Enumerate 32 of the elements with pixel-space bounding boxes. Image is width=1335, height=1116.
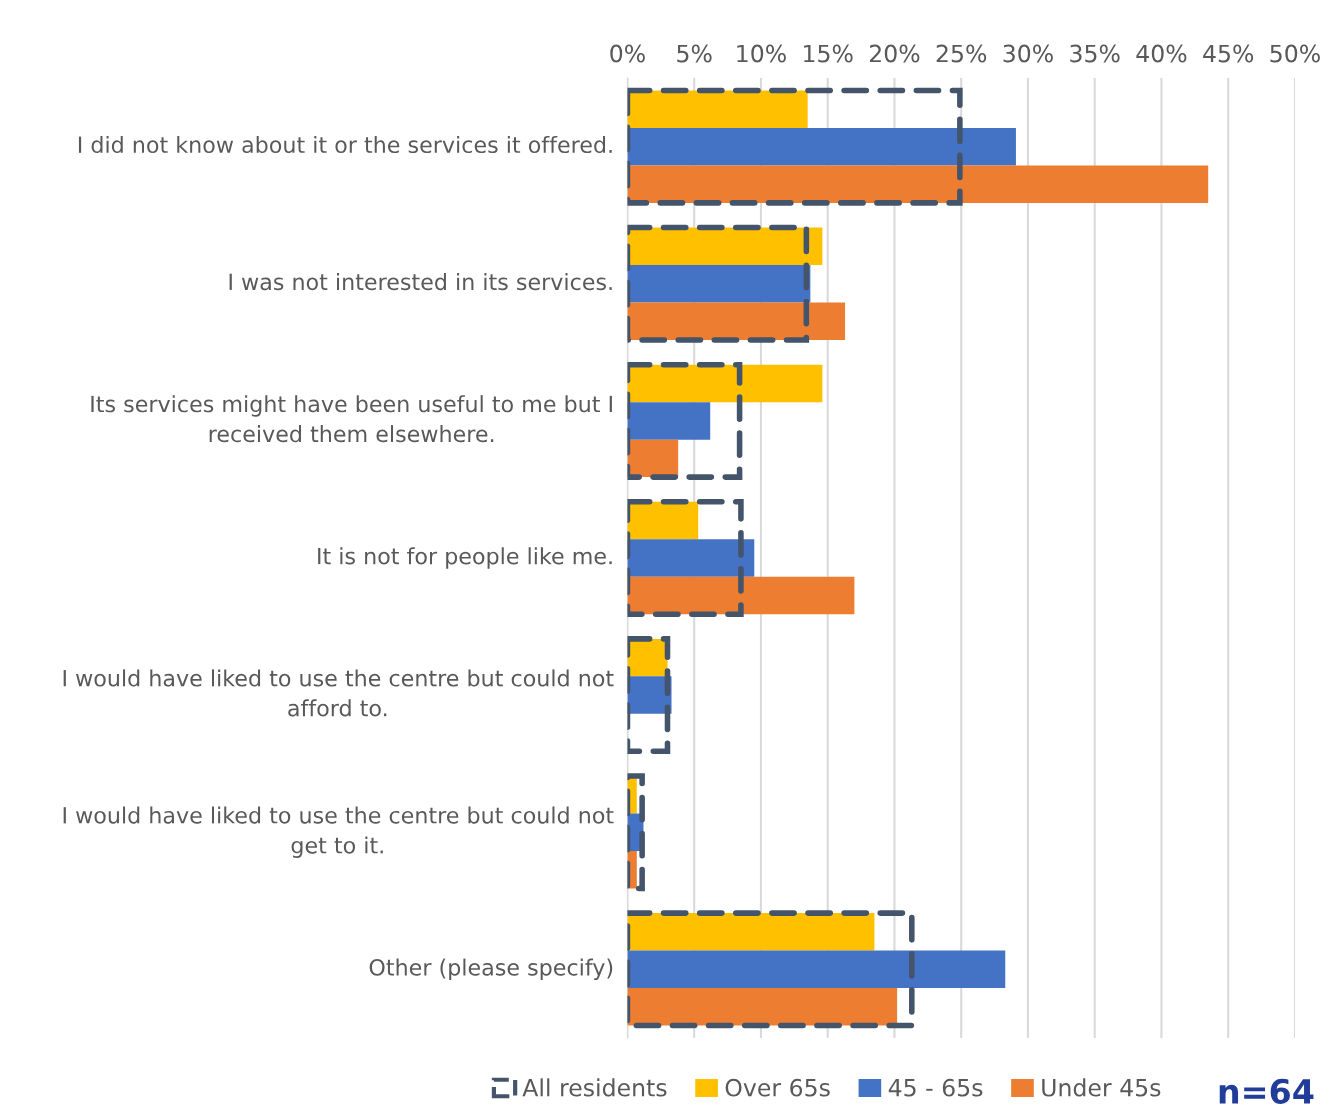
bar <box>627 90 808 128</box>
bar <box>627 302 846 340</box>
bar <box>627 913 875 951</box>
bar <box>627 988 898 1026</box>
y-tick-label: I was not interested in its services. <box>229 273 612 291</box>
legend-label: All residents <box>522 1078 667 1097</box>
x-tick-label: 10% <box>737 44 786 63</box>
y-tick-label: Other (please specify) <box>369 958 613 981</box>
bar <box>627 265 811 303</box>
x-tick-label: 5% <box>677 44 712 63</box>
bar <box>627 539 755 577</box>
y-tick-label: I did not know about it or the services it offered. <box>78 135 612 154</box>
bar <box>627 402 711 440</box>
legend-label: 45 - 65s <box>888 1078 983 1097</box>
x-tick-label: 40% <box>1136 44 1187 63</box>
bar <box>627 165 1209 203</box>
y-tick-label: I would have liked to use the centre but could not get to it. <box>63 806 614 858</box>
x-tick-label: 35% <box>1070 44 1120 63</box>
x-tick-label: 30% <box>1003 44 1053 63</box>
text: n=64 <box>1219 1078 1314 1104</box>
y-tick-label: I would have liked to use the centre but could not afford to. <box>63 669 614 717</box>
x-tick-label: 45% <box>1203 44 1254 63</box>
bar <box>627 501 699 540</box>
legend-label: Over 65s <box>725 1078 830 1097</box>
x-tick-label: 25% <box>936 44 987 63</box>
x-tick-label: 0% <box>610 44 645 63</box>
x-tick-label: 15% <box>804 44 853 63</box>
legend-label: Under 45s <box>1042 1078 1161 1097</box>
y-tick-label: Its services might have been useful to me but I received them elsewhere. <box>91 395 612 443</box>
x-tick-label: 50% <box>1270 44 1320 63</box>
x-tick-label: 20% <box>869 44 920 63</box>
y-tick-label: It is not for people like me. <box>318 547 612 569</box>
